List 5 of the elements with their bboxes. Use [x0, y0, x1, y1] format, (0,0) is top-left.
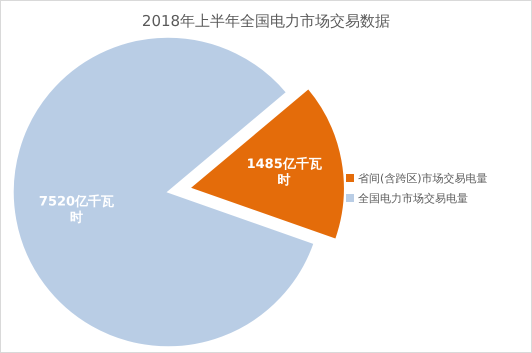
data-label: 7520亿千瓦时 [38, 194, 114, 226]
legend-label: 全国电力市场交易电量 [358, 192, 468, 205]
legend-label: 省间(含跨区)市场交易电量 [358, 172, 488, 185]
data-label: 1485亿千瓦时 [246, 156, 322, 188]
chart-title: 2018年上半年全国电力市场交易数据 [142, 12, 390, 30]
